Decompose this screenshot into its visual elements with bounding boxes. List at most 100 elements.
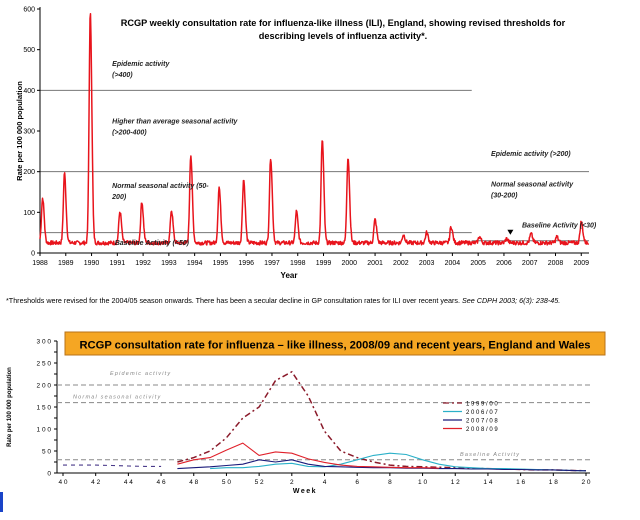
x-tick-label: 1999	[316, 260, 332, 267]
x-tick-label: 5 0	[222, 479, 231, 486]
threshold-annotation: 200)	[111, 194, 127, 201]
legend-label: 2 0 0 6 / 0 7	[466, 410, 498, 416]
threshold-annotation: (30-200)	[491, 193, 518, 200]
threshold-annotation: (>400)	[112, 72, 133, 79]
x-tick-label: 2003	[419, 260, 435, 267]
footnote-reference: See CDPH 2003; 6(3): 238-45.	[462, 296, 561, 305]
y-tick-label: 500	[23, 47, 35, 54]
chart2-thresholds: Epidemic activity Normal seasonal activit…	[57, 371, 590, 461]
chart2-title: RCGP consultation rate for influenza – l…	[79, 340, 590, 352]
x-tick-label: 1 8	[549, 479, 558, 486]
ili-historic-chart: RCGP weekly consultation rate for influe…	[15, 7, 597, 281]
x-axis-title: Year	[281, 271, 298, 280]
x-tick-label: 1991	[110, 260, 126, 267]
series-line	[177, 459, 587, 472]
x-tick-label: 4 6	[157, 479, 166, 486]
threshold-annotation: (>200-400)	[112, 130, 147, 137]
series-line	[177, 442, 439, 469]
threshold-annotation: Higher than average seasonal activity	[112, 119, 238, 126]
x-tick-label: 2002	[393, 260, 409, 267]
x-tick-label: 4 2	[91, 479, 100, 486]
y-tick-label: 0	[47, 471, 51, 478]
chart2-title: RCGP consultation rate for influenza – l…	[64, 331, 606, 356]
x-tick-label: 1992	[135, 260, 151, 267]
x-tick-label: 1996	[238, 260, 254, 267]
left-edge-marker	[0, 492, 3, 512]
threshold-label: Normal seasonal activity	[73, 395, 161, 401]
footnote: *Thresholds were revised for the 2004/05…	[6, 296, 630, 306]
x-tick-label: 1 6	[516, 479, 525, 486]
y-tick-label: 300	[23, 129, 35, 136]
chart2-series	[63, 370, 587, 472]
baseline-arrow-icon	[507, 229, 514, 235]
x-tick-label: 1989	[58, 260, 74, 267]
x-tick-label: 8	[388, 479, 392, 486]
y-tick-label: 200	[23, 169, 35, 176]
threshold-label: Epidemic activity	[110, 371, 171, 377]
y-tick-label: 600	[23, 7, 35, 14]
x-tick-label: 2007	[522, 260, 538, 267]
chart2-legend: 1 9 9 9 / 0 0 2 0 0 6 / 0 7 2 0 0 7 / 0 8 2…	[443, 401, 498, 433]
x-tick-label: 2008	[548, 260, 564, 267]
chart1-title: RCGP weekly consultation rate for influe…	[121, 18, 566, 41]
y-tick-label: 0	[31, 251, 35, 258]
chart1-thresholds	[40, 89, 589, 242]
x-tick-label: 2001	[367, 260, 383, 267]
y-tick-label: 400	[23, 88, 35, 95]
x-axis-title: Week	[293, 488, 317, 495]
x-tick-label: 1 4	[483, 479, 492, 486]
x-tick-label: 2 0	[581, 479, 590, 486]
ili-recent-years-chart: RCGP consultation rate for influenza – l…	[7, 331, 606, 496]
x-tick-label: 1993	[161, 260, 177, 267]
y-tick-label: 2 5 0	[37, 361, 52, 368]
chart1-annotations: Epidemic activity (>400) Higher than avera…	[111, 61, 597, 247]
threshold-annotation: Epidemic activity (>200)	[491, 151, 571, 158]
x-tick-label: 4	[323, 479, 327, 486]
chart2-title-banner	[64, 331, 606, 356]
legend-label: 2 0 0 8 / 0 9	[466, 427, 498, 433]
threshold-annotation: Baseline Activity (<30)	[522, 222, 597, 229]
x-tick-label: 4 8	[189, 479, 198, 486]
x-tick-label: 6	[355, 479, 359, 486]
chart1-series	[39, 12, 590, 246]
threshold-label: Baseline Activity	[460, 452, 520, 458]
legend-label: 1 9 9 9 / 0 0	[466, 401, 498, 407]
threshold-annotation: Baseline Activity (<50)	[115, 240, 190, 247]
y-tick-label: 2 0 0	[37, 383, 52, 390]
x-tick-label: 2000	[342, 260, 358, 267]
ili-series-line	[39, 12, 590, 246]
threshold-annotation: Normal seasonal activity (50-	[112, 183, 209, 190]
x-tick-label: 1 2	[451, 479, 460, 486]
x-tick-label: 2009	[573, 260, 589, 267]
chart1-title-line: describing levels of influenza activity*…	[259, 31, 428, 41]
legend-label: 2 0 0 7 / 0 8	[466, 418, 498, 424]
y-tick-label: 5 0	[42, 449, 51, 456]
x-tick-label: 2004	[445, 260, 461, 267]
x-tick-label: 1990	[84, 260, 100, 267]
y-tick-label: 3 0 0	[37, 339, 52, 346]
x-tick-label: 4 0	[58, 479, 67, 486]
y-tick-label: 1 5 0	[37, 405, 52, 412]
y-axis-title: Rate per 100 000 population	[15, 81, 24, 181]
threshold-annotation: Epidemic activity	[112, 61, 170, 68]
footnote-text: *Thresholds were revised for the 2004/05…	[6, 296, 462, 305]
threshold-annotation: Normal seasonal activity	[491, 182, 574, 189]
x-tick-label: 4 4	[124, 479, 133, 486]
y-axis-title: Rate per 100 000 population	[7, 367, 13, 447]
x-tick-label: 2005	[470, 260, 486, 267]
series-line	[63, 464, 162, 467]
x-tick-label: 2	[290, 479, 294, 486]
y-tick-label: 1 0 0	[37, 427, 52, 434]
series-line	[177, 370, 587, 472]
chart1-title-line: RCGP weekly consultation rate for influe…	[121, 18, 566, 28]
x-tick-label: 1988	[32, 260, 48, 267]
x-tick-label: 1997	[264, 260, 280, 267]
x-tick-label: 1 0	[418, 479, 427, 486]
y-tick-label: 100	[23, 210, 35, 217]
x-tick-label: 1998	[290, 260, 306, 267]
x-tick-label: 1995	[213, 260, 229, 267]
x-tick-label: 2006	[496, 260, 512, 267]
chart1-axes: 0 100 200 300 400 500 600 1988 1989 1990 1991 1992 1…	[15, 7, 589, 281]
chart2-axes: 0 5 0 1 0 0 1 5 0 2 0 0 2 5 0 3 0 0 4 0 4 2 4 4 4 …	[7, 339, 591, 496]
x-tick-label: 5 2	[255, 479, 264, 486]
